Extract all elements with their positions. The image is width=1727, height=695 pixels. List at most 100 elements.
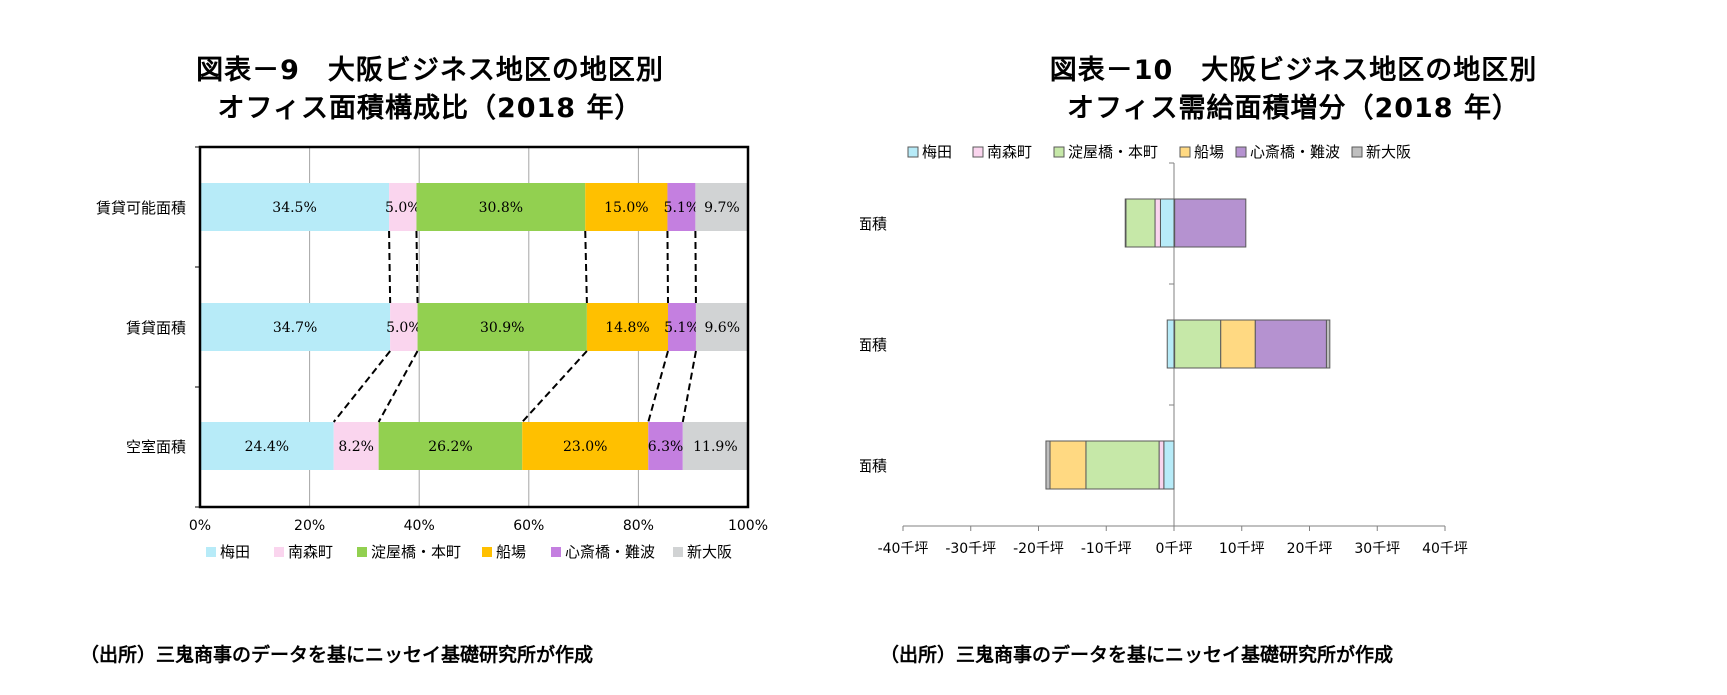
data-label: 23.0% bbox=[563, 439, 607, 455]
legend-swatch bbox=[1179, 146, 1191, 158]
legend-label: 新大阪 bbox=[687, 543, 732, 561]
connector-line bbox=[521, 350, 588, 423]
bar-segment bbox=[1124, 198, 1127, 248]
data-label: 34.7% bbox=[273, 320, 317, 336]
bar-segment bbox=[200, 422, 334, 470]
legend-label: 梅田 bbox=[220, 543, 250, 561]
bar-segment bbox=[390, 303, 418, 351]
legend-label: 心斎橋・難波 bbox=[565, 543, 655, 561]
bar-segment bbox=[1045, 440, 1051, 490]
bar-segment bbox=[1158, 440, 1165, 490]
x-tick-label: 10千坪 bbox=[1219, 541, 1265, 557]
bar-segment bbox=[1325, 319, 1331, 369]
legend-label: 新大阪 bbox=[1366, 143, 1411, 161]
data-label: 6.3% bbox=[648, 439, 684, 455]
data-label: 5.0% bbox=[385, 200, 421, 216]
bar-segment bbox=[667, 183, 696, 231]
bar-segment bbox=[695, 303, 749, 351]
legend-label: 淀屋橋・本町 bbox=[1068, 143, 1158, 161]
x-tick-label: -10千坪 bbox=[1081, 541, 1132, 557]
category-label: 空室面積 bbox=[126, 438, 186, 456]
chart-title-line-2: オフィス需給面積増分（2018 年） bbox=[1066, 93, 1520, 124]
legend-label: 淀屋橋・本町 bbox=[371, 543, 461, 561]
bar-segment bbox=[1220, 319, 1256, 369]
legend-swatch bbox=[1053, 146, 1065, 158]
data-label: 8.2% bbox=[338, 439, 374, 455]
x-tick-label: 60% bbox=[513, 518, 544, 534]
chart-title-line-2: オフィス面積構成比（2018 年） bbox=[217, 93, 643, 124]
x-tick-label: -40千坪 bbox=[878, 541, 929, 557]
bar-segment bbox=[585, 183, 668, 231]
legend-label: 南森町 bbox=[987, 143, 1032, 161]
bar-segment bbox=[522, 422, 649, 470]
bar-segment bbox=[648, 422, 683, 470]
chart-title-line-1: 図表－10 大阪ビジネス地区の地区別 bbox=[1049, 55, 1538, 86]
bar-segment bbox=[1049, 440, 1087, 490]
chart-title-line-1: 図表－9 大阪ビジネス地区の地区別 bbox=[196, 55, 664, 86]
bar-segment bbox=[1254, 319, 1327, 369]
data-label: 5.1% bbox=[664, 200, 700, 216]
x-tick-label: 0% bbox=[189, 518, 211, 534]
legend-swatch bbox=[1235, 146, 1247, 158]
category-label: 賃貸面積 bbox=[860, 336, 887, 354]
bar-segment bbox=[389, 183, 417, 231]
plot-frame bbox=[198, 145, 750, 509]
bar-segment bbox=[378, 422, 523, 470]
data-label: 11.9% bbox=[693, 439, 737, 455]
increment-chart: -40千坪 -30千坪 -20千坪 -10千坪 0千坪 10千坪 20千坪 30千坪 40千坪 賃… bbox=[860, 143, 1468, 557]
legend-swatch bbox=[206, 547, 216, 557]
legend-swatch bbox=[1351, 146, 1363, 158]
data-label: 9.6% bbox=[704, 320, 740, 336]
bar-segment bbox=[417, 303, 587, 351]
legend-swatch bbox=[357, 547, 367, 557]
x-tick-label: 80% bbox=[623, 518, 654, 534]
x-tick-label: 40千坪 bbox=[1422, 541, 1468, 557]
connector-line bbox=[388, 230, 392, 304]
bar-segment bbox=[1163, 440, 1175, 490]
legend-swatch bbox=[482, 547, 492, 557]
legend-swatch bbox=[972, 146, 984, 158]
x-tick-label: 40% bbox=[404, 518, 435, 534]
chart-title-composition: 図表－9 大阪ビジネス地区の地区別 オフィス面積構成比（2018 年） bbox=[0, 52, 860, 128]
bar-segment bbox=[682, 422, 748, 470]
data-label: 5.0% bbox=[386, 320, 422, 336]
x-tick-label: -30千坪 bbox=[945, 541, 996, 557]
bar-segment bbox=[667, 303, 696, 351]
chart-panel-composition: 図表－9 大阪ビジネス地区の地区別 オフィス面積構成比（2018 年） 34.5… bbox=[0, 0, 860, 695]
category-label: 賃貸可能面積 bbox=[96, 199, 186, 217]
data-label: 34.5% bbox=[272, 200, 316, 216]
connector-line bbox=[694, 230, 697, 304]
bar-segment bbox=[1174, 198, 1247, 248]
bar-segment bbox=[1159, 198, 1175, 248]
bar-segment bbox=[1166, 319, 1175, 369]
bar-segment bbox=[416, 183, 586, 231]
category-label: 空室面積 bbox=[860, 457, 887, 475]
connector-line bbox=[377, 350, 419, 423]
data-label: 26.2% bbox=[428, 439, 472, 455]
legend-swatch bbox=[673, 547, 683, 557]
chart-panel-increment: 図表－10 大阪ビジネス地区の地区別 オフィス需給面積増分（2018 年） -4… bbox=[860, 0, 1727, 695]
chart-title-increment: 図表－10 大阪ビジネス地区の地区別 オフィス需給面積増分（2018 年） bbox=[860, 52, 1727, 128]
x-tick-label: 0千坪 bbox=[1156, 541, 1193, 557]
legend-swatch bbox=[274, 547, 284, 557]
connector-line bbox=[666, 230, 669, 304]
source-note-right: （出所）三鬼商事のデータを基にニッセイ基礎研究所が作成 bbox=[880, 644, 1394, 666]
x-tick-label: 100% bbox=[728, 518, 768, 534]
legend-label: 船場 bbox=[1194, 143, 1224, 161]
data-label: 14.8% bbox=[605, 320, 649, 336]
category-label: 賃貸面積 bbox=[126, 319, 186, 337]
bar-segment bbox=[1085, 440, 1160, 490]
data-label: 5.1% bbox=[664, 320, 700, 336]
bar-segment bbox=[200, 303, 391, 351]
data-label: 30.9% bbox=[480, 320, 524, 336]
x-tick-label: 20千坪 bbox=[1287, 541, 1333, 557]
legend-swatch bbox=[907, 146, 919, 158]
connector-line bbox=[681, 350, 697, 423]
bar-segment bbox=[1154, 198, 1161, 248]
connector-line bbox=[584, 230, 588, 304]
connector-line bbox=[332, 350, 391, 423]
legend-label: 梅田 bbox=[922, 143, 952, 161]
bar-segment bbox=[695, 183, 749, 231]
source-note-left: （出所）三鬼商事のデータを基にニッセイ基礎研究所が作成 bbox=[80, 644, 594, 666]
